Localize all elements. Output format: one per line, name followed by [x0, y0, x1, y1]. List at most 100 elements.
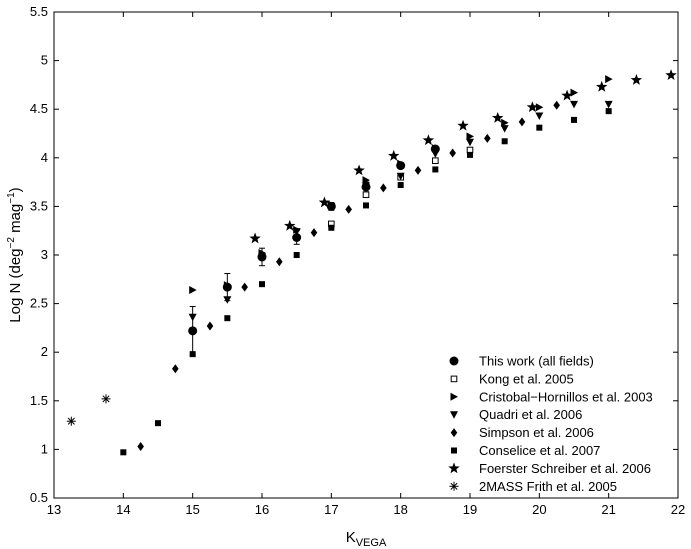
data-point — [449, 148, 456, 158]
data-point — [206, 321, 214, 331]
data-point — [561, 89, 573, 101]
data-point — [353, 164, 365, 176]
y-tick-label: 4 — [41, 150, 48, 165]
data-point — [397, 182, 404, 189]
legend-label: This work (all fields) — [479, 354, 594, 369]
data-point — [318, 196, 331, 208]
data-point — [388, 149, 400, 161]
data-point — [362, 176, 370, 185]
legend-label: Quadri et al. 2006 — [479, 407, 582, 422]
data-point — [362, 191, 370, 199]
x-tick-label: 18 — [393, 502, 407, 517]
data-point — [66, 416, 76, 426]
data-point — [484, 133, 491, 143]
legend-marker — [449, 356, 459, 366]
data-point — [328, 224, 335, 231]
data-point — [224, 315, 231, 322]
y-axis-label-part1: Log N (deg — [7, 248, 24, 322]
data-point — [431, 150, 440, 158]
data-point — [535, 112, 544, 121]
data-point — [414, 165, 422, 175]
legend-item: Conselice et al. 2007 — [451, 443, 600, 458]
data-point — [223, 296, 232, 304]
series-5 — [120, 108, 612, 456]
legend-label: Cristobal−Hornillos et al. 2003 — [479, 389, 653, 404]
data-point — [553, 100, 560, 110]
data-point — [363, 202, 369, 209]
y-tick-label: 4.5 — [30, 101, 48, 116]
data-point — [276, 257, 283, 267]
data-point — [526, 101, 539, 113]
y-axis-label-sup2: −1 — [6, 192, 17, 204]
legend-marker — [451, 447, 457, 454]
legend-label: Conselice et al. 2007 — [479, 443, 600, 458]
series-6 — [249, 69, 677, 244]
x-tick-label: 14 — [116, 502, 130, 517]
y-tick-label: 3 — [41, 247, 48, 262]
legend-marker — [450, 411, 458, 419]
data-point — [605, 108, 612, 115]
data-point — [345, 204, 352, 214]
legend-item: Foerster Schreiber et al. 2006 — [448, 461, 651, 476]
legend-item: Quadri et al. 2006 — [450, 407, 582, 422]
data-point — [188, 326, 198, 336]
data-point — [535, 103, 544, 112]
data-point — [422, 134, 435, 146]
legend-item: Kong et al. 2005 — [450, 371, 574, 386]
legend-marker — [450, 392, 458, 401]
data-point — [630, 74, 643, 85]
data-point — [432, 166, 439, 173]
data-point — [223, 281, 232, 290]
data-point — [284, 219, 296, 231]
data-point — [327, 202, 336, 211]
data-series — [66, 69, 677, 456]
data-point — [396, 172, 405, 181]
y-tick-label: 2 — [41, 344, 48, 359]
data-point — [665, 69, 677, 81]
y-tick-label: 3.5 — [30, 198, 48, 213]
legend-label: Foerster Schreiber et al. 2006 — [479, 461, 651, 476]
x-tick-label: 17 — [324, 502, 338, 517]
x-tick-label: 19 — [463, 502, 477, 517]
data-point — [137, 441, 144, 451]
legend-marker — [450, 428, 458, 438]
data-point — [293, 252, 300, 258]
data-point — [431, 144, 440, 153]
x-tick-label: 21 — [601, 502, 615, 517]
legend-item: Cristobal−Hornillos et al. 2003 — [450, 389, 653, 404]
data-point — [155, 420, 161, 427]
legend-marker — [448, 462, 460, 474]
y-tick-label: 1.5 — [30, 393, 48, 408]
data-point — [101, 394, 111, 404]
data-point — [467, 151, 473, 158]
legend-item: Simpson et al. 2006 — [450, 425, 594, 440]
data-point — [570, 88, 578, 97]
data-point — [518, 117, 526, 127]
data-point — [500, 125, 509, 133]
legend-label: Kong et al. 2005 — [479, 371, 574, 386]
data-point — [536, 124, 543, 131]
data-point — [188, 313, 197, 322]
data-point — [596, 80, 608, 92]
legend-item: This work (all fields) — [449, 354, 594, 369]
data-point — [189, 351, 196, 358]
x-tick-label: 20 — [532, 502, 546, 517]
x-tick-label: 13 — [47, 502, 61, 517]
series-4 — [137, 100, 560, 451]
data-point — [241, 282, 248, 292]
legend-marker — [449, 481, 459, 491]
y-tick-label: 2.5 — [30, 296, 48, 311]
data-point — [604, 100, 613, 109]
legend-label: 2MASS Frith et al. 2005 — [479, 479, 617, 494]
data-point — [292, 228, 301, 236]
data-point — [120, 449, 127, 456]
legend-label: Simpson et al. 2006 — [479, 425, 594, 440]
data-point — [258, 253, 266, 261]
data-point — [362, 182, 370, 190]
series-3 — [188, 100, 613, 322]
data-point — [310, 228, 318, 238]
legend: This work (all fields) Kong et al. 2005 Cr… — [448, 354, 653, 494]
y-tick-label: 5.5 — [30, 4, 48, 19]
data-point — [501, 138, 508, 145]
